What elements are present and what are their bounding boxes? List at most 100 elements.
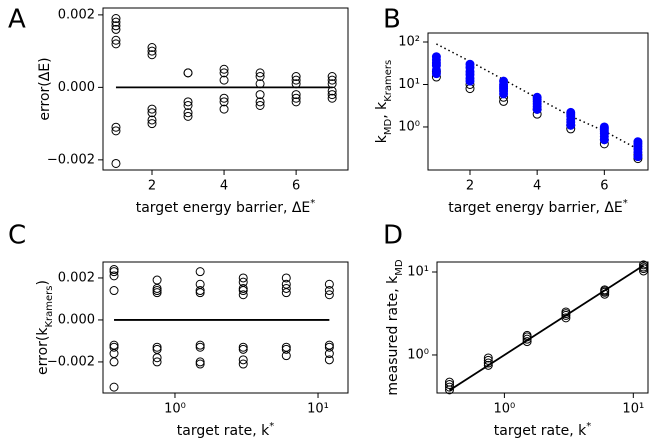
data-point (183, 68, 193, 78)
data-point (147, 119, 157, 129)
data-point (291, 79, 301, 89)
y-axis-label: error(ΔE) (37, 57, 53, 120)
label-part: measured rate, k (385, 275, 401, 396)
data-point (111, 126, 121, 136)
x-tick-label: 10¹ (307, 402, 329, 417)
data-point (109, 357, 119, 367)
data-point (111, 24, 121, 34)
label-part: Kramers (44, 285, 55, 327)
axes-frame (427, 32, 649, 171)
data-point (324, 349, 334, 359)
y-tick-label: −0.002 (47, 354, 95, 369)
y-tick-label: 10¹ (398, 77, 420, 92)
data-point (147, 50, 157, 60)
data-point (324, 340, 334, 350)
data-point (255, 79, 265, 89)
panel-letter: A (8, 5, 26, 35)
data-point (219, 75, 229, 85)
data-point (109, 340, 119, 350)
data-point (291, 93, 301, 103)
x-tick-label: 10⁰ (164, 402, 186, 417)
y-tick-label: 10¹ (407, 265, 429, 280)
panel: D 10⁰ 10¹ 10⁰ 10¹ target rate, k* measured rat… (383, 221, 649, 440)
data-point (183, 100, 193, 110)
data-point (195, 359, 205, 369)
data-point (195, 286, 205, 296)
data-point (195, 267, 205, 277)
data-point (327, 79, 337, 89)
data-point (238, 342, 248, 352)
x-tick-label: 10⁰ (494, 402, 516, 417)
data-point (281, 288, 291, 298)
label-part: k (374, 134, 390, 143)
data-point (465, 76, 475, 86)
data-point (111, 39, 121, 49)
data-point (483, 358, 493, 368)
label-part: error(ΔE) (37, 57, 53, 120)
label-part: target rate, k (494, 423, 587, 439)
y-tick-label: 10² (398, 35, 420, 50)
data-point (483, 355, 493, 365)
data-point (111, 17, 121, 27)
data-point (255, 100, 265, 110)
data-point (183, 97, 193, 107)
data-point (281, 342, 291, 352)
data-point (522, 337, 532, 347)
axes-frame (436, 261, 649, 394)
data-point (238, 355, 248, 365)
panel-letter: D (383, 221, 403, 251)
data-point (324, 342, 334, 352)
data-point (219, 104, 229, 114)
data-point (219, 64, 229, 74)
data-point (147, 104, 157, 114)
data-point (324, 279, 334, 289)
data-point (152, 288, 162, 298)
data-point (291, 71, 301, 81)
panel: A 2 4 6 −0.002 0.000 0.002 target energy barrie… (8, 5, 349, 216)
data-point (238, 344, 248, 354)
data-point (109, 286, 119, 296)
data-point (238, 283, 248, 293)
data-point (195, 357, 205, 367)
y-tick-label: 0.002 (58, 7, 95, 22)
panel-letter: B (383, 5, 401, 35)
data-point (255, 90, 265, 100)
data-point (281, 273, 291, 283)
label-part: target energy barrier, ΔE (448, 200, 623, 216)
data-point (324, 286, 334, 296)
data-point (147, 46, 157, 56)
label-part: , k (374, 101, 390, 119)
data-point (499, 89, 509, 99)
label-part: ) (35, 280, 51, 285)
x-axis-label: target energy barrier, ΔE* (448, 198, 628, 217)
data-point (152, 283, 162, 293)
data-point (327, 90, 337, 100)
label-part: MD (394, 259, 405, 276)
y-tick-label: −0.002 (47, 152, 95, 167)
data-point (281, 351, 291, 361)
y-tick-label: 10⁰ (407, 347, 429, 362)
data-point (219, 93, 229, 103)
data-point (152, 357, 162, 367)
data-point (327, 93, 337, 103)
data-point (281, 283, 291, 293)
data-point (238, 273, 248, 283)
y-axis-label: measured rate, kMD (385, 259, 405, 395)
x-tick-label: 10¹ (622, 402, 644, 417)
label-part: error(k (35, 327, 51, 375)
axes-frame (102, 7, 349, 171)
data-point (152, 342, 162, 352)
data-point (291, 97, 301, 107)
data-point (561, 307, 571, 317)
data-point (255, 71, 265, 81)
x-tick-label: 4 (220, 179, 228, 194)
label-part: MD (383, 118, 394, 135)
data-point (147, 108, 157, 118)
data-point (109, 382, 119, 392)
data-point (109, 271, 119, 281)
data-point (147, 115, 157, 125)
data-point (444, 377, 454, 387)
data-point (111, 14, 121, 24)
x-axis-label: target rate, k* (494, 421, 591, 440)
